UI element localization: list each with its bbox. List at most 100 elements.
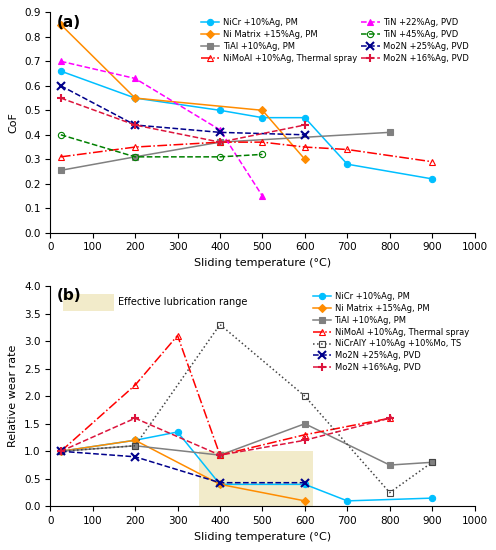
Line: Ni Matrix +15%Ag, PM: Ni Matrix +15%Ag, PM: [58, 437, 308, 504]
Line: TiN +45%Ag, PVD: TiN +45%Ag, PVD: [58, 131, 265, 160]
Mo2N +16%Ag, PVD: [302, 437, 308, 443]
Mo2N +16%Ag, PVD: [302, 122, 308, 128]
NiCr +10%Ag, PM: [344, 161, 350, 168]
Ni Matrix +15%Ag, PM: [132, 95, 138, 101]
Mo2N +25%Ag, PVD: [217, 480, 223, 486]
NiCr +10%Ag, PM: [217, 107, 223, 114]
TiAl +10%Ag, PM: [58, 167, 64, 174]
NiCr +10%Ag, PM: [302, 481, 308, 488]
NiCrAlY +10%Ag +10%Mo, TS: [132, 442, 138, 449]
NiMoAl +10%Ag, Thermal spray: [175, 332, 181, 339]
TiAl +10%Ag, PM: [217, 452, 223, 459]
NiCrAlY +10%Ag +10%Mo, TS: [217, 321, 223, 328]
NiCr +10%Ag, PM: [175, 428, 181, 435]
NiMoAl +10%Ag, Thermal spray: [429, 158, 435, 165]
NiMoAl +10%Ag, Thermal spray: [387, 415, 393, 421]
Mo2N +25%Ag, PVD: [302, 480, 308, 486]
TiN +22%Ag, PVD: [132, 75, 138, 82]
Ni Matrix +15%Ag, PM: [58, 448, 64, 455]
X-axis label: Sliding temperature (°C): Sliding temperature (°C): [194, 532, 331, 542]
TiAl +10%Ag, PM: [58, 448, 64, 455]
NiMoAl +10%Ag, Thermal spray: [58, 153, 64, 160]
Legend: NiCr +10%Ag, PM, Ni Matrix +15%Ag, PM, TiAl +10%Ag, PM, NiMoAl +10%Ag, Thermal s: NiCr +10%Ag, PM, Ni Matrix +15%Ag, PM, T…: [199, 16, 470, 64]
TiN +22%Ag, PVD: [259, 192, 265, 199]
TiN +45%Ag, PVD: [132, 153, 138, 160]
Mo2N +25%Ag, PVD: [132, 454, 138, 460]
TiAl +10%Ag, PM: [387, 129, 393, 136]
NiCr +10%Ag, PM: [344, 498, 350, 504]
Line: NiCrAlY +10%Ag +10%Mo, TS: NiCrAlY +10%Ag +10%Mo, TS: [58, 321, 435, 496]
NiCrAlY +10%Ag +10%Mo, TS: [58, 448, 64, 455]
X-axis label: Sliding temperature (°C): Sliding temperature (°C): [194, 258, 331, 268]
Mo2N +25%Ag, PVD: [132, 122, 138, 128]
NiMoAl +10%Ag, Thermal spray: [217, 139, 223, 145]
TiN +22%Ag, PVD: [217, 126, 223, 133]
Mo2N +16%Ag, PVD: [58, 448, 64, 455]
Mo2N +25%Ag, PVD: [217, 129, 223, 136]
Ni Matrix +15%Ag, PM: [302, 498, 308, 504]
NiCr +10%Ag, PM: [259, 114, 265, 121]
NiMoAl +10%Ag, Thermal spray: [58, 448, 64, 455]
NiMoAl +10%Ag, Thermal spray: [259, 139, 265, 145]
Y-axis label: Relative wear rate: Relative wear rate: [8, 345, 18, 447]
Line: Mo2N +25%Ag, PVD: Mo2N +25%Ag, PVD: [57, 81, 309, 139]
Mo2N +25%Ag, PVD: [302, 131, 308, 138]
Mo2N +25%Ag, PVD: [58, 82, 64, 89]
NiCr +10%Ag, PM: [132, 437, 138, 443]
Mo2N +16%Ag, PVD: [387, 415, 393, 421]
Line: Mo2N +16%Ag, PVD: Mo2N +16%Ag, PVD: [57, 94, 309, 146]
Ni Matrix +15%Ag, PM: [259, 107, 265, 114]
TiAl +10%Ag, PM: [387, 462, 393, 469]
NiCr +10%Ag, PM: [58, 68, 64, 74]
NiMoAl +10%Ag, Thermal spray: [217, 452, 223, 459]
Line: TiAl +10%Ag, PM: TiAl +10%Ag, PM: [58, 421, 435, 468]
NiMoAl +10%Ag, Thermal spray: [132, 382, 138, 388]
NiMoAl +10%Ag, Thermal spray: [132, 144, 138, 150]
Legend: NiCr +10%Ag, PM, Ni Matrix +15%Ag, PM, TiAl +10%Ag, PM, NiMoAl +10%Ag, Thermal s: NiCr +10%Ag, PM, Ni Matrix +15%Ag, PM, T…: [311, 290, 470, 374]
NiMoAl +10%Ag, Thermal spray: [302, 144, 308, 150]
Text: (b): (b): [57, 288, 81, 303]
NiMoAl +10%Ag, Thermal spray: [344, 146, 350, 153]
NiCrAlY +10%Ag +10%Mo, TS: [302, 393, 308, 399]
NiCr +10%Ag, PM: [429, 175, 435, 182]
TiAl +10%Ag, PM: [217, 139, 223, 145]
NiMoAl +10%Ag, Thermal spray: [302, 431, 308, 438]
Ni Matrix +15%Ag, PM: [217, 481, 223, 488]
Line: NiMoAl +10%Ag, Thermal spray: NiMoAl +10%Ag, Thermal spray: [58, 139, 435, 165]
TiAl +10%Ag, PM: [132, 442, 138, 449]
Line: TiN +22%Ag, PVD: TiN +22%Ag, PVD: [58, 58, 265, 199]
Line: NiCr +10%Ag, PM: NiCr +10%Ag, PM: [58, 68, 435, 182]
Mo2N +16%Ag, PVD: [217, 139, 223, 145]
TiN +45%Ag, PVD: [58, 131, 64, 138]
NiCr +10%Ag, PM: [302, 114, 308, 121]
Line: NiCr +10%Ag, PM: NiCr +10%Ag, PM: [58, 429, 435, 504]
NiCr +10%Ag, PM: [217, 481, 223, 488]
TiN +45%Ag, PVD: [217, 153, 223, 160]
Ni Matrix +15%Ag, PM: [132, 437, 138, 443]
NiCrAlY +10%Ag +10%Mo, TS: [387, 490, 393, 496]
Line: TiAl +10%Ag, PM: TiAl +10%Ag, PM: [58, 129, 393, 173]
TiN +45%Ag, PVD: [259, 151, 265, 158]
TiAl +10%Ag, PM: [302, 420, 308, 427]
TiAl +10%Ag, PM: [429, 459, 435, 466]
NiCr +10%Ag, PM: [132, 95, 138, 101]
Ni Matrix +15%Ag, PM: [302, 156, 308, 163]
NiCr +10%Ag, PM: [58, 448, 64, 455]
Line: Ni Matrix +15%Ag, PM: Ni Matrix +15%Ag, PM: [58, 21, 308, 162]
NiCrAlY +10%Ag +10%Mo, TS: [429, 459, 435, 466]
TiAl +10%Ag, PM: [132, 153, 138, 160]
Line: Mo2N +16%Ag, PVD: Mo2N +16%Ag, PVD: [57, 414, 394, 459]
Mo2N +16%Ag, PVD: [132, 122, 138, 128]
Mo2N +25%Ag, PVD: [58, 448, 64, 455]
Text: (a): (a): [57, 14, 81, 30]
Mo2N +16%Ag, PVD: [58, 95, 64, 101]
Text: Effective lubrication range: Effective lubrication range: [118, 298, 248, 307]
Mo2N +16%Ag, PVD: [132, 415, 138, 421]
Line: Mo2N +25%Ag, PVD: Mo2N +25%Ag, PVD: [57, 447, 309, 487]
Bar: [199, 452, 313, 507]
Bar: [63, 294, 114, 311]
Ni Matrix +15%Ag, PM: [58, 21, 64, 28]
TiN +22%Ag, PVD: [58, 58, 64, 64]
Y-axis label: CoF: CoF: [8, 112, 18, 133]
Line: NiMoAl +10%Ag, Thermal spray: NiMoAl +10%Ag, Thermal spray: [58, 332, 393, 458]
